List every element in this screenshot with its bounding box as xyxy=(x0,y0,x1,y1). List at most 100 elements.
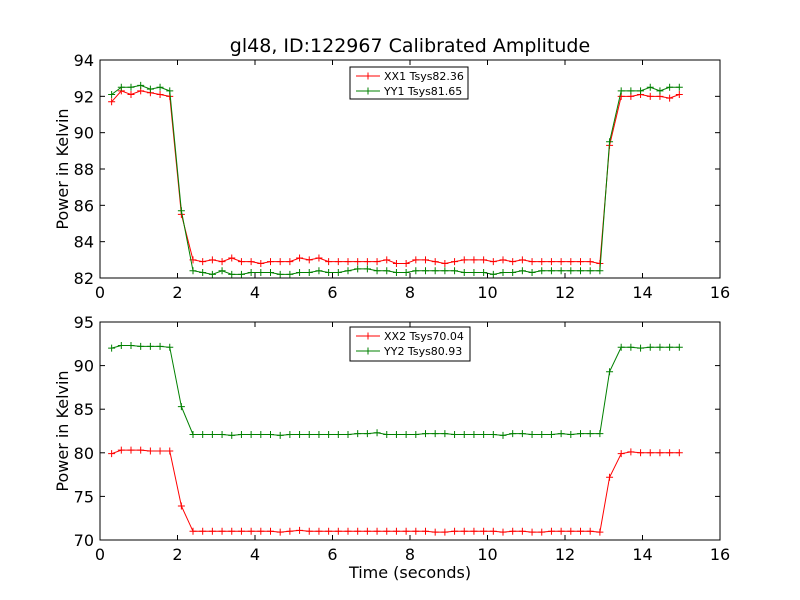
data-point xyxy=(315,254,323,262)
data-point xyxy=(108,450,116,458)
data-point xyxy=(637,344,645,352)
data-point xyxy=(189,527,197,535)
data-point xyxy=(509,430,517,438)
data-point xyxy=(499,256,507,264)
legend-item: XX1 Tsys82.36 xyxy=(356,70,464,83)
data-point xyxy=(286,258,294,266)
data-point xyxy=(451,267,459,275)
data-point xyxy=(127,91,135,99)
x-tick-label: 12 xyxy=(555,545,575,564)
data-point xyxy=(156,342,164,350)
data-point xyxy=(344,527,352,535)
data-point xyxy=(646,343,654,351)
series-2 xyxy=(108,81,683,278)
data-point xyxy=(257,527,265,535)
data-point xyxy=(646,92,654,100)
x-tick-label: 6 xyxy=(327,545,337,564)
data-point xyxy=(509,258,517,266)
data-point xyxy=(177,502,185,510)
y-axis-label: Power in Kelvin xyxy=(53,108,72,229)
data-point xyxy=(656,449,664,457)
data-point xyxy=(392,430,400,438)
x-tick-label: 0 xyxy=(95,545,105,564)
legend-label: XX1 Tsys82.36 xyxy=(384,70,464,83)
data-point xyxy=(286,430,294,438)
data-point xyxy=(489,430,497,438)
data-point xyxy=(363,258,371,266)
data-point xyxy=(325,269,333,277)
data-point xyxy=(305,269,313,277)
x-tick-label: 16 xyxy=(710,545,730,564)
bottom-panel: 0 2 4 6 8 10 12 14 16 70 75 80 85 90 95 Power in Kelvin… xyxy=(53,313,730,582)
data-point xyxy=(567,430,575,438)
x-axis-label: Time (seconds) xyxy=(348,563,471,582)
y-axis-label: Power in Kelvin xyxy=(53,370,72,491)
data-point xyxy=(383,527,391,535)
data-point xyxy=(166,343,174,351)
data-point xyxy=(480,527,488,535)
x-tick-label: 4 xyxy=(250,283,260,302)
legend-label: XX2 Tsys70.04 xyxy=(384,330,464,343)
data-point xyxy=(557,267,565,275)
legend: XX2 Tsys70.04 YY2 Tsys80.93 xyxy=(349,326,471,362)
data-point xyxy=(392,269,400,277)
data-point xyxy=(547,527,555,535)
y-tick-label: 94 xyxy=(74,51,94,70)
data-point xyxy=(547,267,555,275)
data-point xyxy=(228,527,236,535)
data-point xyxy=(557,430,565,438)
data-point xyxy=(675,83,683,91)
data-point xyxy=(315,267,323,275)
data-point xyxy=(354,527,362,535)
data-point xyxy=(383,430,391,438)
data-point xyxy=(606,368,614,376)
data-point xyxy=(567,258,575,266)
data-point xyxy=(547,430,555,438)
data-point xyxy=(567,527,575,535)
data-point xyxy=(586,258,594,266)
x-tick-label: 10 xyxy=(477,545,497,564)
data-point xyxy=(441,528,449,536)
data-point xyxy=(431,267,439,275)
data-point xyxy=(354,258,362,266)
data-point xyxy=(286,527,294,535)
data-point xyxy=(586,430,594,438)
data-point xyxy=(538,258,546,266)
data-point xyxy=(354,430,362,438)
legend-box xyxy=(349,326,471,362)
data-point xyxy=(177,207,185,215)
data-point xyxy=(577,258,584,266)
data-point xyxy=(577,527,584,535)
data-point xyxy=(489,270,497,278)
data-point xyxy=(460,430,468,438)
legend-marker xyxy=(364,72,372,80)
data-point xyxy=(528,528,536,536)
data-point xyxy=(518,256,526,264)
data-point xyxy=(189,267,197,275)
data-point xyxy=(383,267,391,275)
data-point xyxy=(334,527,342,535)
series-line xyxy=(111,84,680,275)
data-point xyxy=(257,269,265,277)
data-point xyxy=(334,258,342,266)
data-point xyxy=(146,342,154,350)
data-point xyxy=(218,527,226,535)
data-point xyxy=(166,87,174,95)
data-point xyxy=(412,256,420,264)
data-point xyxy=(422,527,429,535)
data-point xyxy=(199,269,207,277)
data-point xyxy=(296,254,304,262)
data-point xyxy=(117,446,125,454)
data-point xyxy=(363,527,371,535)
data-point xyxy=(460,256,468,264)
data-point xyxy=(247,430,255,438)
data-point xyxy=(499,528,507,536)
data-point xyxy=(606,138,614,146)
data-point xyxy=(547,258,555,266)
data-point xyxy=(596,528,604,536)
data-point xyxy=(325,527,333,535)
x-tick-label: 8 xyxy=(405,283,415,302)
series-1 xyxy=(108,446,683,536)
data-point xyxy=(156,91,164,99)
